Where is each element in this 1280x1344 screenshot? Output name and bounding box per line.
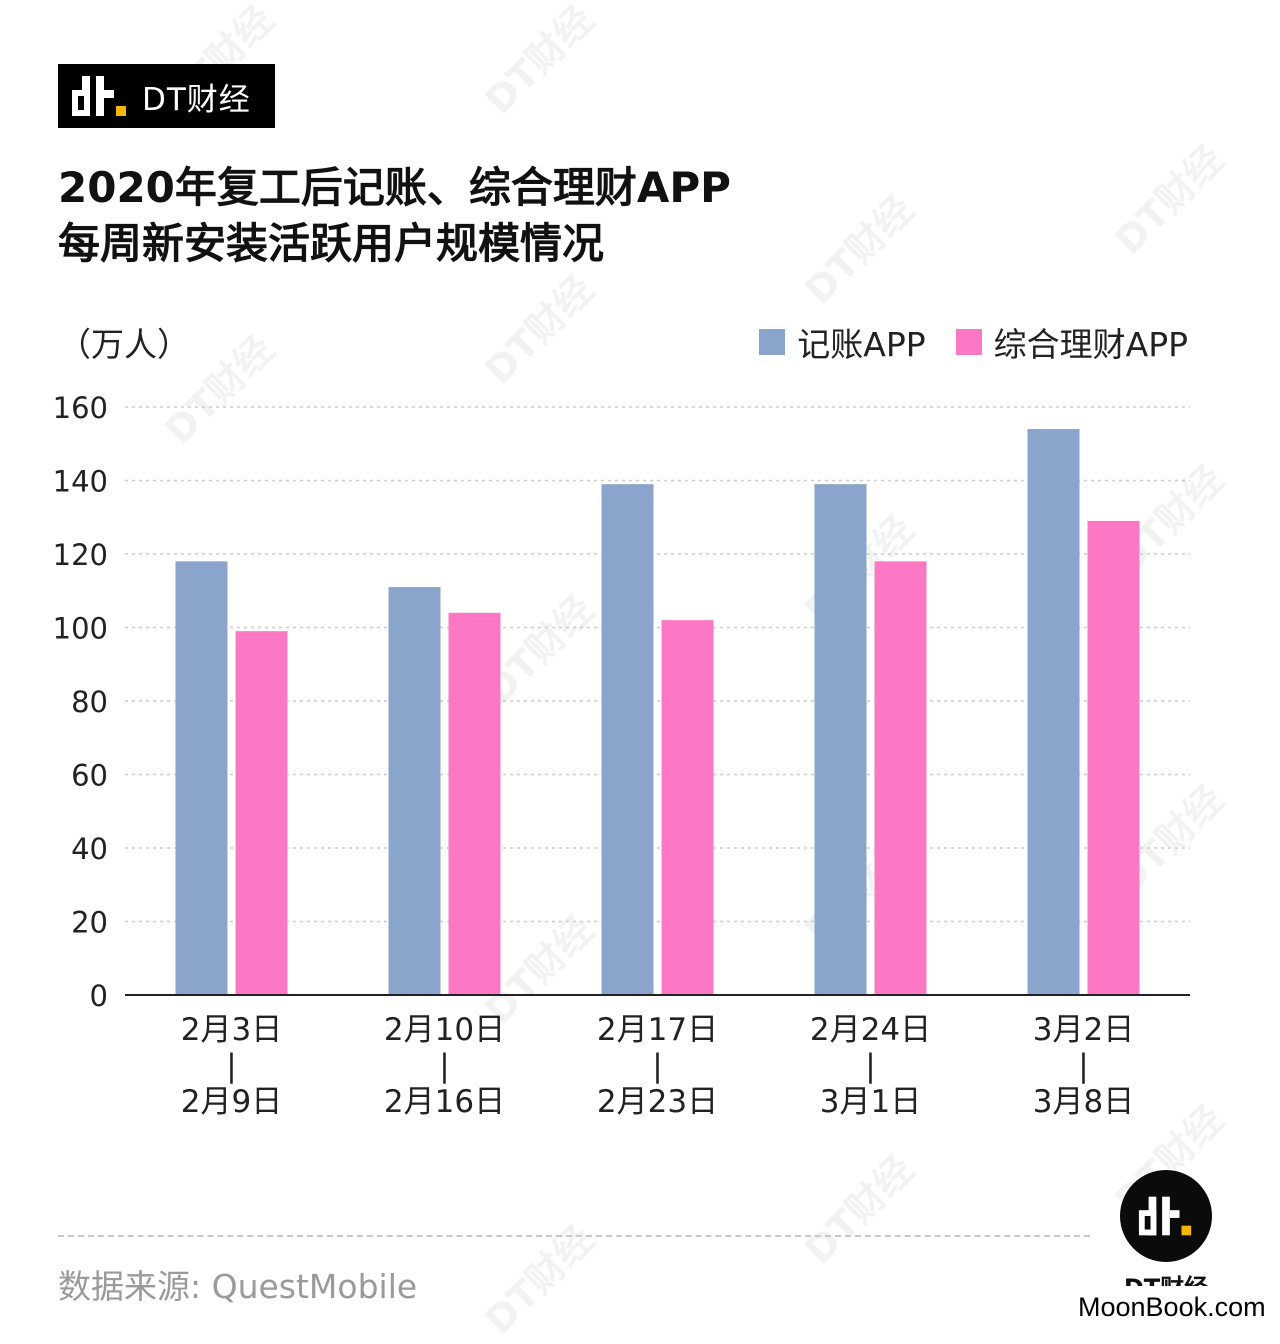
- x-tick-label: 2月3日: [181, 1012, 282, 1048]
- x-tick-label: 2月17日: [597, 1012, 718, 1048]
- background-watermark: DT财经: [796, 1147, 922, 1273]
- y-tick-label: 0: [90, 979, 108, 1013]
- background-watermark: DT财经: [476, 267, 602, 393]
- x-tick-label: 3月1日: [820, 1084, 921, 1120]
- bar-series2: [1087, 520, 1140, 995]
- y-tick-label: 20: [71, 906, 108, 940]
- x-tick-label: 2月16日: [384, 1084, 505, 1120]
- y-tick-label: 40: [71, 832, 108, 866]
- brand-name: DT财经: [142, 81, 251, 118]
- background-watermark: DT财经: [1106, 137, 1232, 263]
- brand-badge: [1120, 1170, 1212, 1262]
- x-tick-label: 3月8日: [1033, 1084, 1134, 1120]
- legend-label-series2: 综合理财APP: [993, 325, 1188, 364]
- y-tick-label: 60: [71, 759, 108, 793]
- bar-chart: 0204060801001201401602月3日|2月9日2月10日|2月16…: [53, 391, 1190, 1120]
- y-tick-label: 100: [53, 612, 108, 646]
- bar-series1: [814, 484, 867, 995]
- x-tick-label: 2月23日: [597, 1084, 718, 1120]
- chart-legend: 记账APP 综合理财APP: [729, 318, 1188, 366]
- x-tick-label: 2月9日: [181, 1084, 282, 1120]
- legend-label-series1: 记账APP: [797, 325, 926, 364]
- x-tick-label: 3月2日: [1033, 1012, 1134, 1048]
- legend-swatch-series2: [955, 329, 982, 355]
- y-tick-label: 80: [71, 685, 108, 719]
- bar-series1: [1027, 429, 1080, 995]
- bar-series1: [175, 561, 228, 995]
- background-watermark: DT财经: [476, 1217, 602, 1343]
- chart-title: 2020年复工后记账、综合理财APP 每周新安装活跃用户规模情况: [58, 160, 731, 272]
- y-tick-label: 120: [53, 538, 108, 572]
- legend-item-series1: 记账APP: [759, 318, 926, 366]
- bar-series2: [874, 561, 927, 995]
- x-tick-label: 2月10日: [384, 1012, 505, 1048]
- dt-logo-icon: [72, 76, 126, 116]
- y-axis-unit-label: （万人）: [58, 325, 190, 364]
- bar-series2: [661, 620, 714, 995]
- x-tick-separator: |: [652, 1048, 662, 1084]
- legend-swatch-series1: [759, 329, 786, 355]
- x-tick-separator: |: [1078, 1048, 1088, 1084]
- y-tick-label: 160: [53, 391, 108, 425]
- x-tick-separator: |: [439, 1048, 449, 1084]
- site-watermark: MoonBook.com: [1078, 1292, 1266, 1322]
- dt-badge-icon: [1138, 1196, 1192, 1236]
- brand-badge-label: DT财经: [1120, 1268, 1212, 1286]
- x-tick-label: 2月24日: [810, 1012, 931, 1048]
- bar-series1: [388, 587, 441, 995]
- data-source: 数据来源: QuestMobile: [58, 1267, 418, 1306]
- background-watermark: DT财经: [796, 187, 922, 313]
- legend-item-series2: 综合理财APP: [955, 318, 1188, 366]
- x-tick-separator: |: [226, 1048, 236, 1084]
- x-tick-separator: |: [865, 1048, 875, 1084]
- background-watermark: DT财经: [476, 0, 602, 123]
- y-tick-label: 140: [53, 465, 108, 499]
- bar-series2: [235, 631, 288, 995]
- bar-series1: [601, 484, 654, 995]
- bar-series2: [448, 612, 501, 995]
- brand-logo: DT财经: [58, 64, 275, 128]
- footer-divider: [58, 1235, 1090, 1237]
- chart-title-line1: 2020年复工后记账、综合理财APP: [58, 163, 731, 212]
- chart-title-line2: 每周新安装活跃用户规模情况: [58, 219, 605, 268]
